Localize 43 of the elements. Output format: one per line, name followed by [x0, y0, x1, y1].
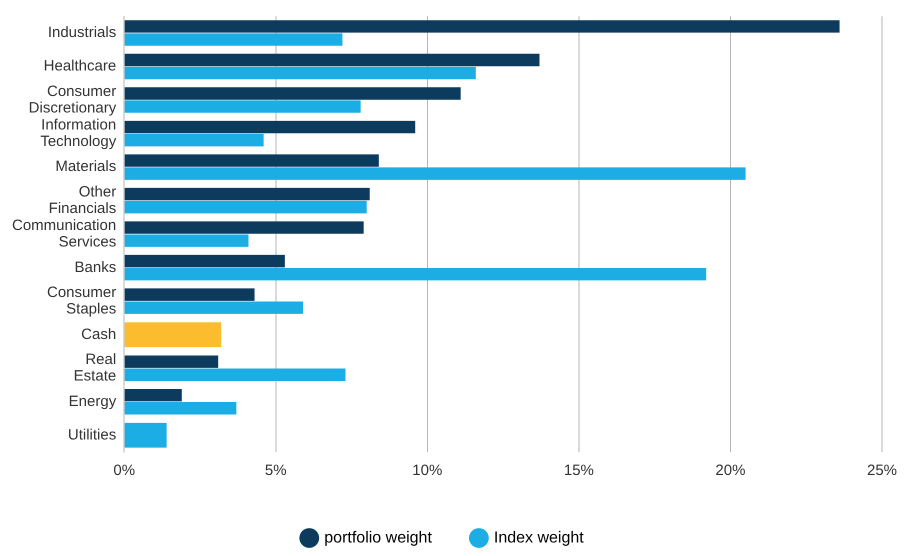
x-tick-label: 25%: [866, 462, 898, 480]
bar: [124, 355, 218, 368]
bar: [124, 368, 346, 381]
bar: [124, 188, 370, 200]
y-tick-label: Real Estate: [74, 351, 116, 385]
y-tick-label: Healthcare: [44, 58, 116, 75]
x-tick-label: 20%: [715, 462, 746, 480]
legend-label: Index weight: [494, 529, 584, 546]
x-tick-label: 10%: [412, 462, 442, 480]
x-tick-label: 5%: [264, 462, 287, 480]
y-tick-label: Communication Services: [12, 217, 116, 251]
bar: [124, 100, 361, 113]
bar: [124, 33, 342, 46]
x-tick-label: 15%: [564, 462, 594, 480]
bar: [124, 301, 304, 314]
bar: [124, 254, 285, 268]
bar: [124, 200, 367, 214]
y-tick-label: Cash: [81, 326, 116, 343]
y-tick-label: Utilities: [68, 426, 116, 444]
bar: [124, 268, 706, 280]
bar: [124, 234, 248, 247]
bar: [124, 20, 840, 33]
bar: [124, 388, 182, 402]
bar: [124, 66, 476, 80]
y-tick-label: Energy: [68, 392, 117, 410]
bar: [124, 120, 416, 134]
legend-label: portfolio weight: [324, 529, 432, 546]
bar: [124, 167, 746, 180]
bar: [124, 221, 364, 234]
y-tick-label: Information Technology: [40, 116, 117, 150]
x-tick-label: 0%: [113, 462, 136, 480]
y-tick-label: Consumer Discretionary: [28, 82, 117, 116]
y-tick-label: Banks: [74, 258, 116, 276]
bar: [124, 54, 540, 66]
bar: [124, 134, 264, 146]
y-tick-label: Materials: [55, 158, 116, 176]
y-tick-label: Other Financials: [48, 183, 116, 217]
bar: [124, 154, 379, 167]
bar: [124, 288, 255, 301]
y-tick-label: Industrials: [48, 24, 116, 42]
bar: [124, 402, 236, 414]
bar: [124, 87, 461, 100]
y-tick-label: Consumer Staples: [47, 284, 116, 318]
